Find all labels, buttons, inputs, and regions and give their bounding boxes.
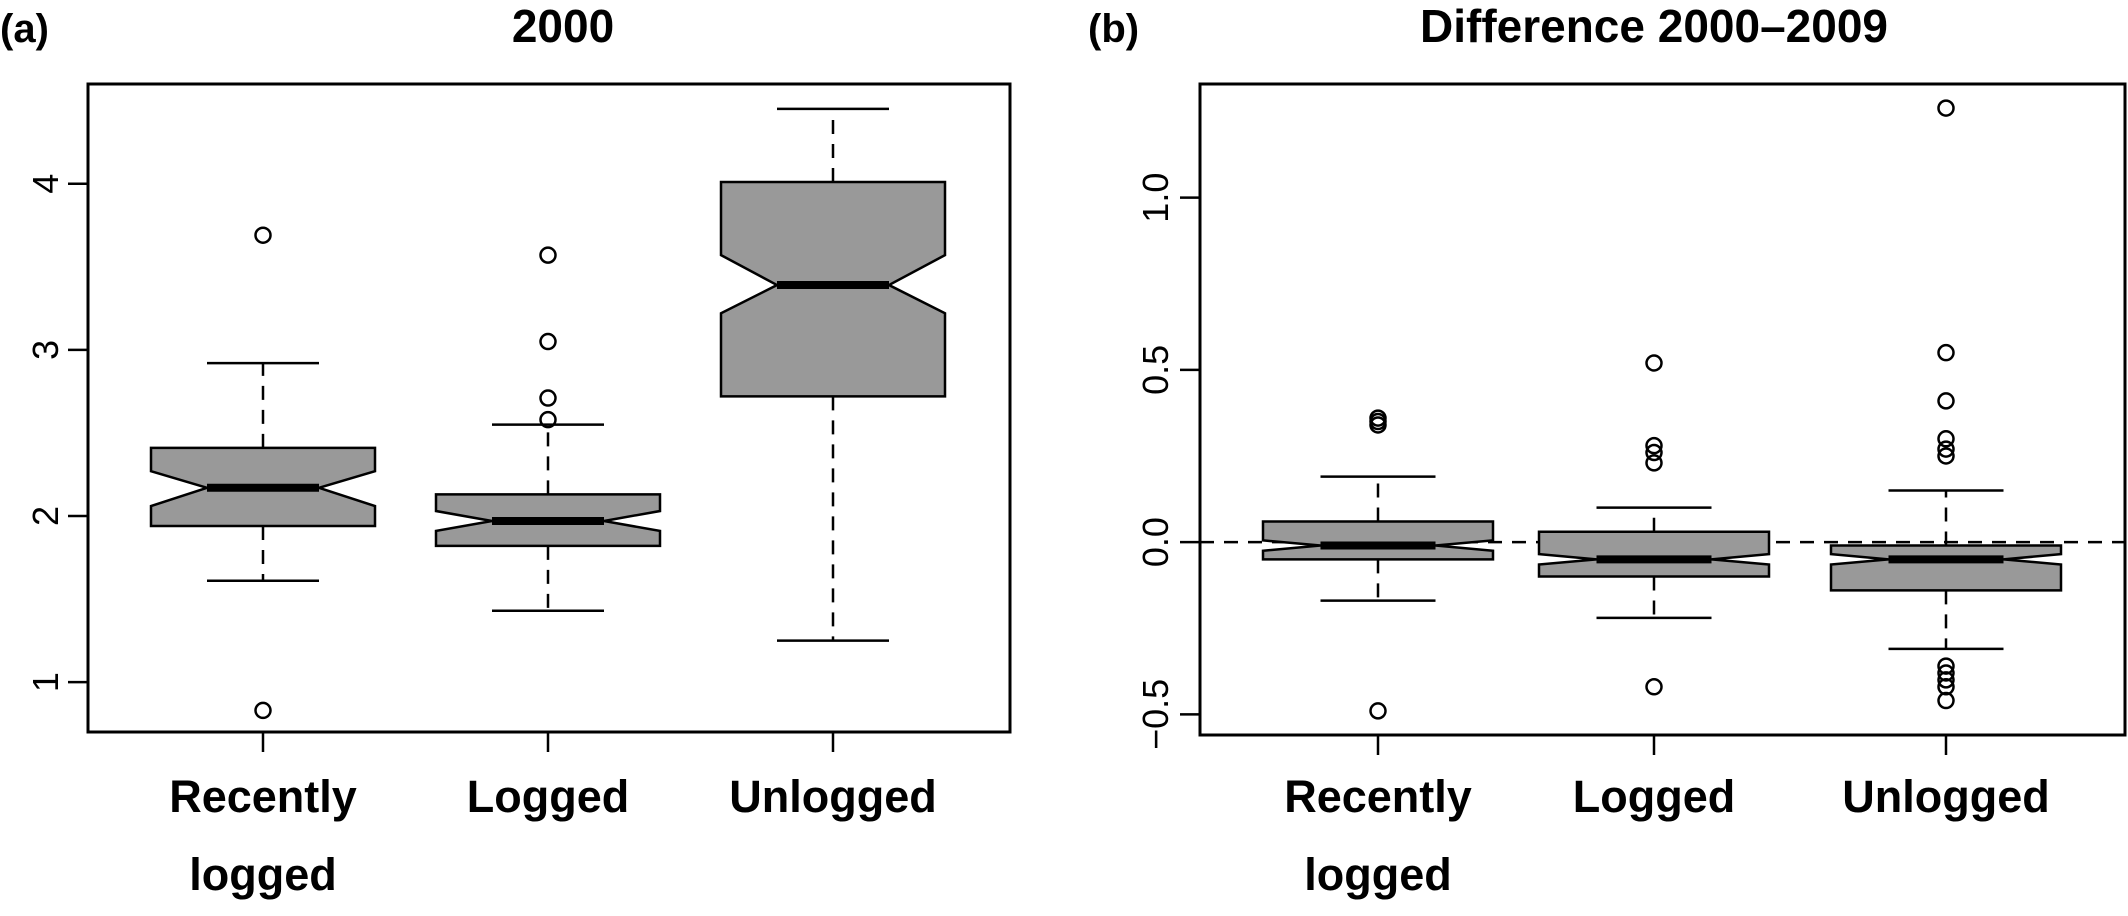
panel-b-category-label: logged	[1304, 849, 1451, 900]
panel-a-box-body	[719, 180, 947, 398]
panel-a-y-tick-label: 1	[25, 672, 66, 692]
panel-b-category-label: Logged	[1573, 771, 1735, 822]
panel-b-category-label: Recently	[1284, 771, 1472, 822]
panel-b-outlier-point	[1645, 354, 1663, 372]
panel-b-outlier-point	[1937, 447, 1955, 465]
panel-a-category-label: Recently	[169, 771, 357, 822]
panel-a-outlier-point	[539, 246, 557, 264]
panel-b-box-body	[1261, 520, 1495, 561]
panel-b-outlier-point	[1937, 440, 1955, 458]
panel-b-outlier-point	[1369, 416, 1387, 434]
panel-b-y-axis: −0.5 0.0 0.5 1.0	[1135, 173, 1200, 750]
panel-a-y-tick-label: 2	[25, 506, 66, 526]
panel-b-category-label: Unlogged	[1842, 771, 2049, 822]
panel-b-y-tick-label: −0.5	[1135, 679, 1176, 750]
panel-a-outlier-point	[539, 389, 557, 407]
panel-b-outlier-point	[1937, 691, 1955, 710]
panel-a-boxplot: (a) 2000 1 2 3 4 Recently logged Logged Unlogg…	[0, 0, 1012, 900]
panel-b-outlier-point	[1937, 392, 1955, 410]
panel-a-category-label: Logged	[467, 771, 629, 822]
panel-a-title: 2000	[512, 0, 614, 52]
panel-b-outlier-point	[1645, 678, 1663, 696]
panel-a-label: (a)	[0, 7, 49, 51]
panel-b-outlier-point	[1937, 430, 1955, 448]
panel-a-box-2	[719, 107, 947, 642]
panel-a-box-1	[434, 246, 662, 612]
panel-b-boxplot: (b) Difference 2000–2009 −0.5 0.0 0.5 1.0 R…	[1088, 0, 2127, 900]
panel-b-box-1	[1537, 354, 1771, 696]
panel-b-outlier-point	[1645, 443, 1663, 462]
panel-a-box-0	[149, 226, 377, 720]
panel-b-title: Difference 2000–2009	[1420, 0, 1888, 52]
panel-b-box-body	[1829, 544, 2063, 592]
panel-b-outlier-point	[1937, 99, 1955, 117]
panel-a-x-axis: Recently logged Logged Unlogged	[169, 732, 937, 900]
panel-a-y-axis: 1 2 3 4	[25, 174, 88, 692]
panel-b-x-axis: Recently logged Logged Unlogged	[1284, 735, 2050, 900]
panel-b-label: (b)	[1088, 7, 1139, 51]
panel-b-box-2	[1829, 99, 2063, 710]
panel-b-outlier-point	[1645, 436, 1663, 455]
panel-a-outlier-point	[539, 410, 557, 429]
panel-b-box-body	[1537, 530, 1771, 578]
panel-b-y-tick-label: 1.0	[1135, 173, 1176, 223]
panel-b-outlier-point	[1369, 702, 1387, 720]
panel-b-y-tick-label: 0.0	[1135, 517, 1176, 567]
panel-a-boxes	[149, 107, 947, 720]
panel-b-box-0	[1261, 409, 1495, 720]
panel-b-y-tick-label: 0.5	[1135, 345, 1176, 395]
panel-b-outlier-point	[1645, 454, 1663, 472]
panel-b-outlier-point	[1937, 671, 1955, 689]
panel-a-outlier-point	[254, 226, 272, 244]
panel-b-boxes	[1261, 99, 2063, 720]
panel-a-category-label: logged	[189, 849, 336, 900]
panel-a-outlier-point	[254, 701, 272, 720]
panel-a-outlier-point	[539, 332, 557, 351]
panel-b-outlier-point	[1937, 343, 1955, 362]
panel-b-plot-frame	[1198, 82, 2127, 737]
panel-a-category-label: Unlogged	[729, 771, 936, 822]
panel-a-y-tick-label: 4	[25, 174, 66, 194]
panel-a-y-tick-label: 3	[25, 340, 66, 360]
